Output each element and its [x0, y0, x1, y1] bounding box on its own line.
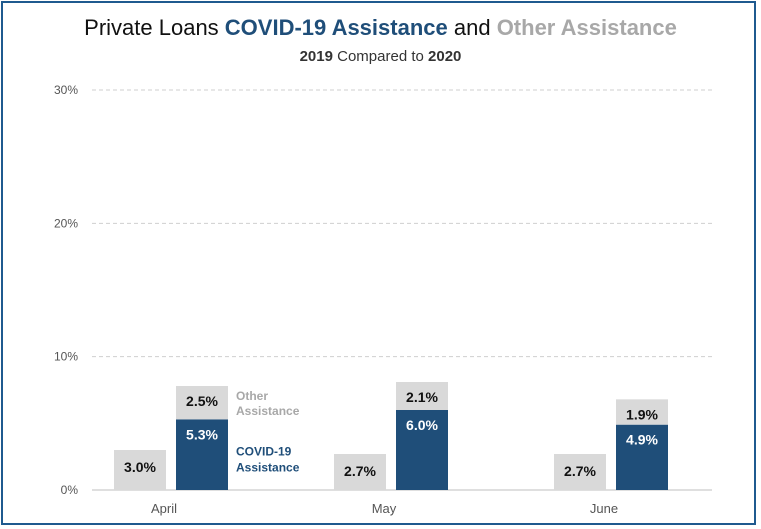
y-tick-label: 20%: [54, 216, 78, 230]
bar-covid-may: [396, 410, 448, 490]
title-prefix: Private Loans: [84, 15, 225, 40]
data-label-other: 2.1%: [406, 389, 438, 405]
title-middle: and: [447, 15, 497, 40]
data-label-covid: 5.3%: [186, 426, 218, 442]
bar-other-june: [616, 399, 668, 425]
annotation-other-line1: Other: [236, 389, 268, 403]
title-other: Other Assistance: [496, 15, 677, 40]
bar-2019-april: [114, 450, 166, 490]
x-tick-label: April: [151, 501, 177, 516]
data-label-2019: 2.7%: [564, 463, 596, 479]
y-tick-label: 30%: [54, 83, 78, 97]
bar-other-april: [176, 386, 228, 420]
y-tick-label: 10%: [54, 350, 78, 364]
data-label-covid: 4.9%: [626, 432, 658, 448]
data-label-covid: 6.0%: [406, 417, 438, 433]
chart-subtitle: 2019 Compared to 2020: [0, 48, 761, 65]
bar-2019-june: [554, 454, 606, 490]
x-tick-label: June: [590, 501, 618, 516]
data-label-other: 1.9%: [626, 406, 658, 422]
subtitle-year2: 2020: [428, 48, 462, 65]
bar-other-may: [396, 382, 448, 410]
bar-covid-april: [176, 419, 228, 490]
subtitle-year1: 2019: [299, 48, 333, 65]
data-label-other: 2.5%: [186, 393, 218, 409]
data-label-2019: 2.7%: [344, 463, 376, 479]
bar-covid-june: [616, 424, 668, 490]
y-tick-label: 0%: [61, 483, 79, 497]
bar-2019-may: [334, 454, 386, 490]
title-covid: COVID-19 Assistance: [224, 15, 448, 40]
annotation-covid-line2: Assistance: [236, 460, 300, 474]
x-tick-label: May: [372, 501, 397, 516]
data-label-2019: 3.0%: [124, 459, 156, 475]
annotation-other-line2: Assistance: [236, 404, 300, 418]
subtitle-middle: Compared to: [332, 48, 429, 65]
chart-title: Private Loans COVID-19 Assistance and Ot…: [0, 15, 761, 41]
annotation-covid-line1: COVID-19: [236, 444, 292, 458]
